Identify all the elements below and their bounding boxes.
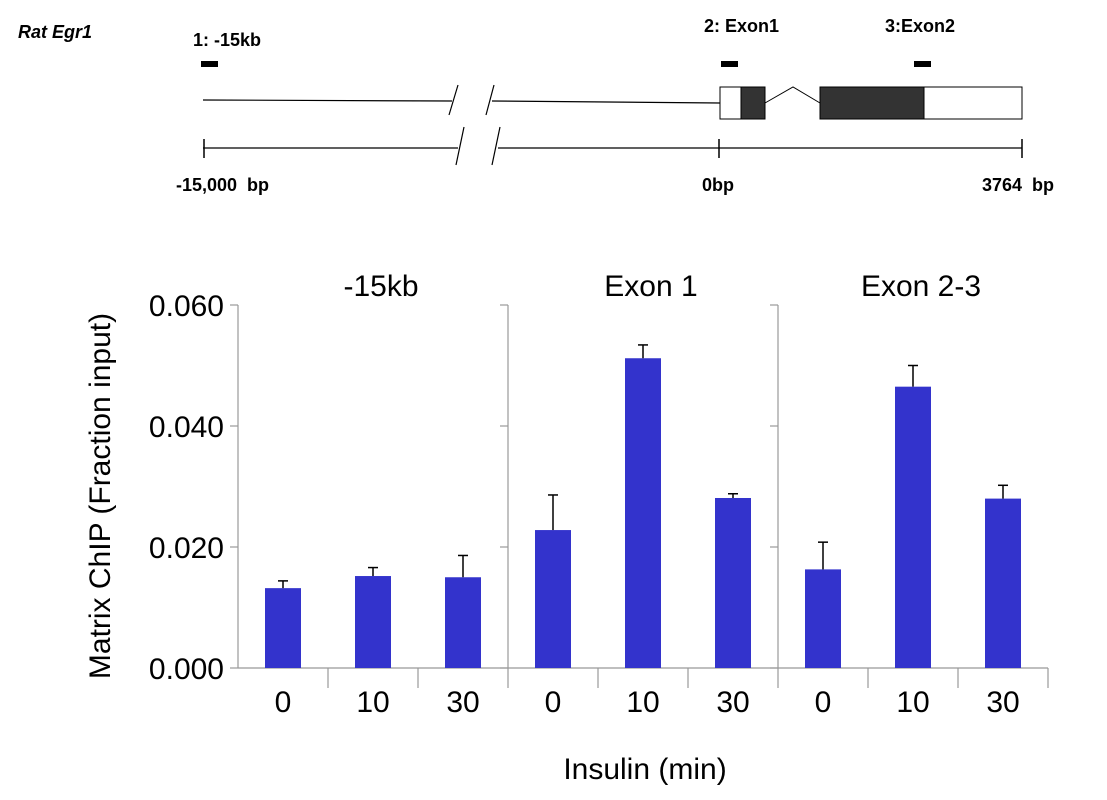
gene-name: Rat Egr1 [18, 22, 92, 42]
x-axis-label: Insulin (min) [563, 753, 726, 786]
panel-2: Exon 1 0 10 30 [500, 270, 779, 719]
y-axis-label: Matrix ChIP (Fraction input) [84, 313, 117, 679]
site-label-2: 2: Exon1 [704, 16, 779, 36]
bar [355, 576, 391, 668]
bar-chart: Matrix ChIP (Fraction input) Insulin (mi… [84, 270, 1049, 786]
bar [265, 588, 301, 668]
x-tick-label: 10 [896, 686, 929, 719]
x-tick-label: 0 [545, 686, 562, 719]
y-tick-label: 0.020 [149, 532, 224, 565]
gene-diagram: Rat Egr1 1: -15kb 2: Exon1 3:Exon2 -15,0… [18, 16, 1054, 195]
gene-break-1 [448, 84, 459, 116]
scale-label-zero: 0bp [702, 175, 734, 195]
x-tick-label: 30 [716, 686, 749, 719]
site-label-3: 3:Exon2 [885, 16, 955, 36]
site-label-1: 1: -15kb [193, 30, 261, 50]
scale-label-left: -15,000 bp [176, 175, 269, 195]
scale-break-2 [491, 126, 501, 166]
site-marker-1 [201, 61, 218, 67]
x-tick-label: 0 [275, 686, 292, 719]
exon2-coding [819, 86, 925, 120]
gene-break-2 [485, 84, 495, 116]
scale-label-right: 3764 bp [982, 175, 1054, 195]
chart-panels: 0.000 0.020 0.040 0.060 -15kb 0 10 30 Exon 1 0 10 3… [149, 270, 1049, 719]
x-tick-label: 0 [815, 686, 832, 719]
bar [445, 577, 481, 668]
gene-line-left [202, 99, 453, 102]
site-marker-2 [721, 61, 738, 67]
bar [715, 497, 751, 668]
gene-line-right [491, 100, 721, 104]
y-tick-label: 0.040 [149, 411, 224, 444]
y-tick-label: 0.000 [149, 653, 224, 686]
panel-3-title: Exon 2-3 [861, 270, 981, 303]
bar [895, 386, 931, 668]
panel-1: 0.000 0.020 0.040 0.060 -15kb 0 10 30 [149, 270, 509, 719]
bar [625, 358, 661, 668]
x-tick-label: 30 [446, 686, 479, 719]
x-tick-label: 10 [356, 686, 389, 719]
panel-3: Exon 2-3 0 10 30 [770, 270, 1049, 719]
site-marker-3 [914, 61, 931, 67]
x-tick-label: 30 [986, 686, 1019, 719]
bar [985, 498, 1021, 668]
bar [535, 530, 571, 668]
panel-2-title: Exon 1 [604, 270, 697, 303]
bar [805, 569, 841, 668]
x-tick-label: 10 [626, 686, 659, 719]
exon2-utr [923, 86, 1023, 120]
exon1-utr [719, 86, 742, 120]
exon1-coding [740, 86, 766, 120]
intron [764, 86, 821, 104]
scale-break-1 [455, 126, 465, 166]
y-tick-label: 0.060 [149, 290, 224, 323]
panel-1-title: -15kb [343, 270, 418, 303]
